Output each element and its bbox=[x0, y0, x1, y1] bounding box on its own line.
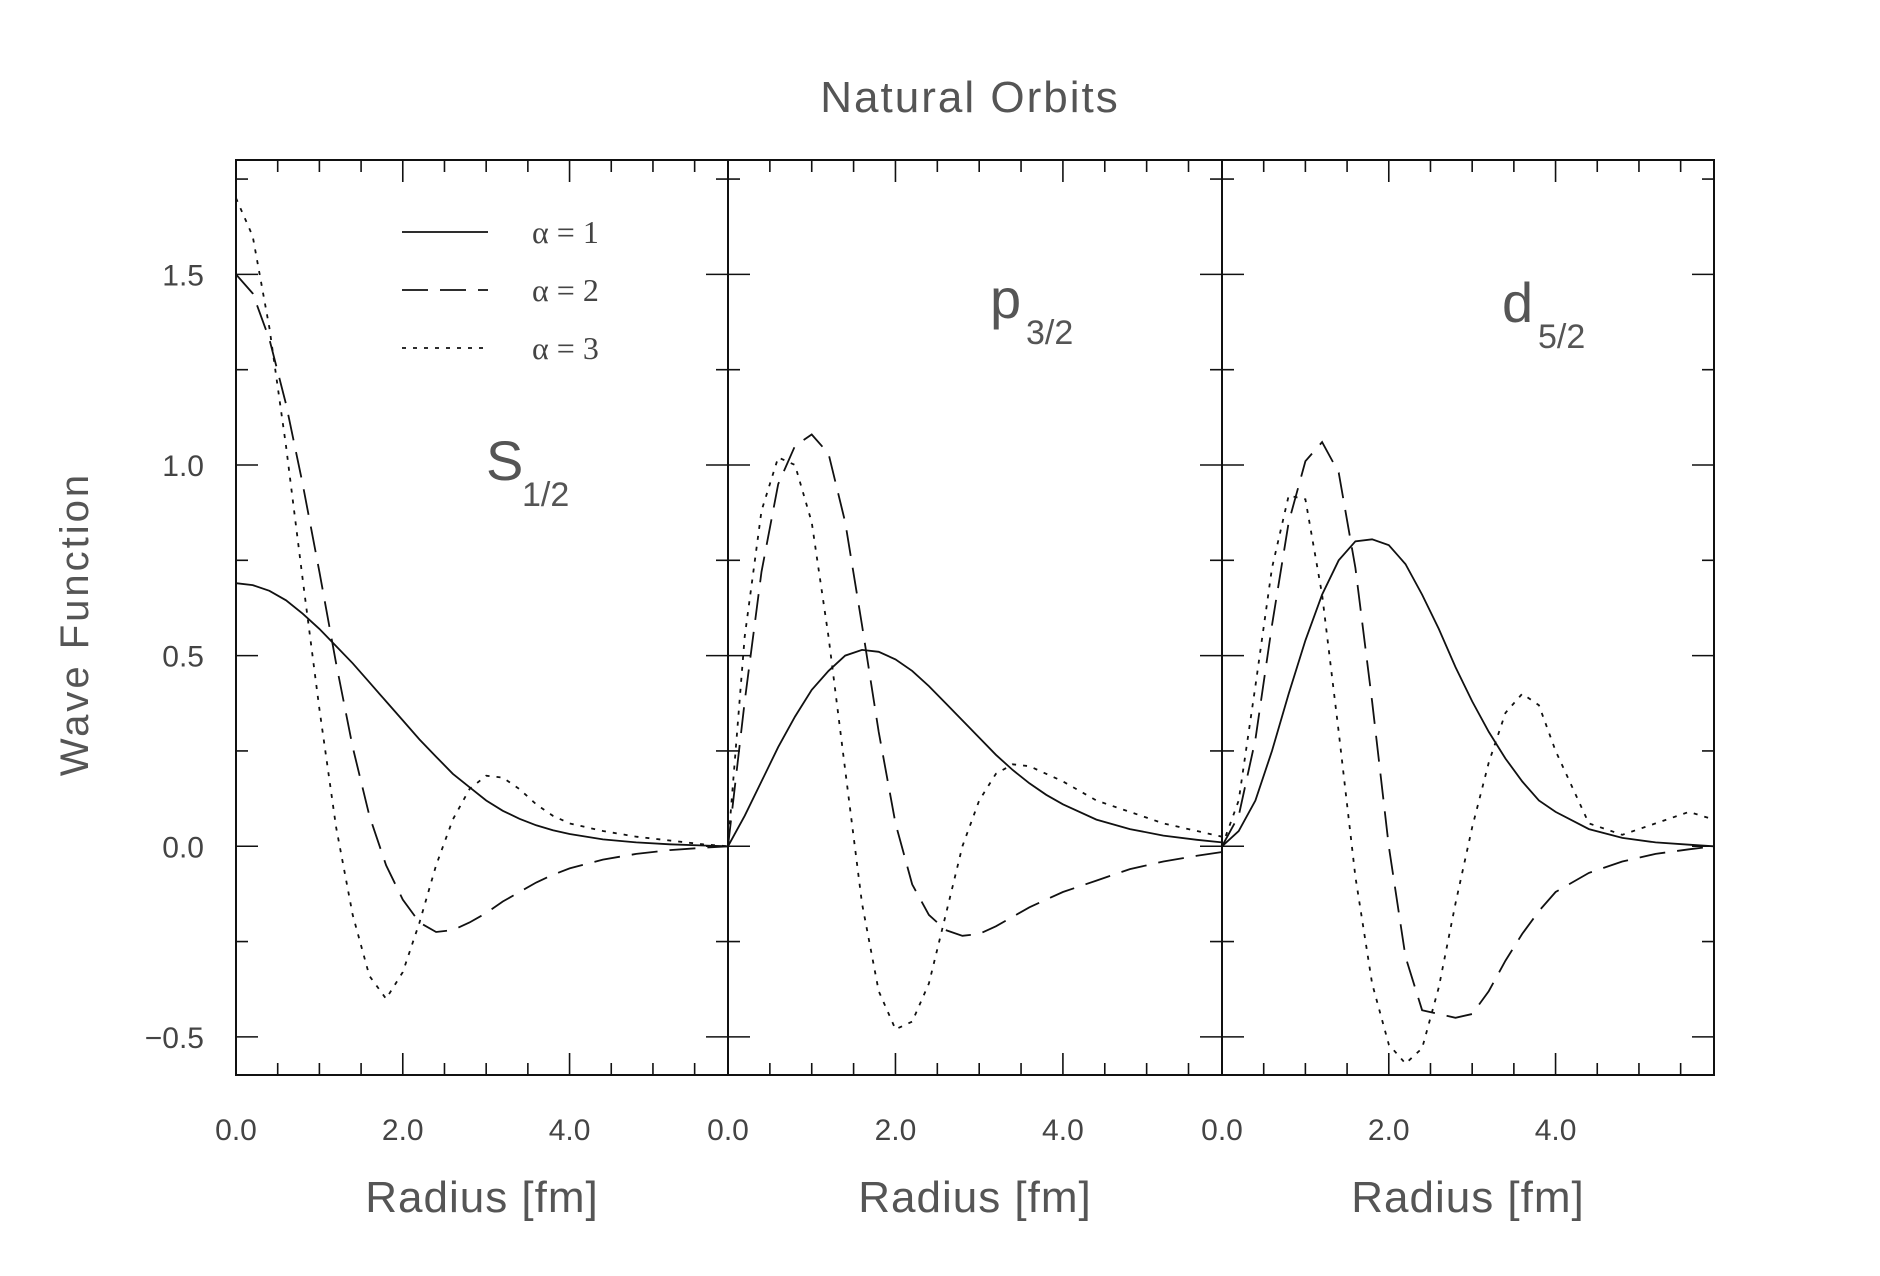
series-line-dotted bbox=[236, 197, 728, 1001]
y-tick-label: 1.0 bbox=[162, 450, 204, 483]
x-tick-label: 4.0 bbox=[1042, 1114, 1084, 1147]
x-tick-label: 2.0 bbox=[1368, 1114, 1410, 1147]
panel-frame bbox=[235, 159, 729, 1076]
series-line-solid bbox=[236, 582, 728, 848]
series-line-solid bbox=[1222, 538, 1714, 848]
plot-layer: 0.0 2.0 4.0 Radius [fm] 0.0 2.0 4.0 Radius [fm]… bbox=[145, 159, 1715, 1222]
series-line-dashed bbox=[728, 433, 1222, 937]
x-tick-label: 2.0 bbox=[382, 1114, 424, 1147]
y-tick-label: −0.5 bbox=[145, 1022, 204, 1055]
panel-label-main: d bbox=[1502, 271, 1533, 334]
x-tick-label: 0.0 bbox=[707, 1114, 749, 1147]
panel-3: 0.0 2.0 4.0 Radius [fm] bbox=[1201, 159, 1715, 1222]
series-line-solid bbox=[728, 648, 1222, 847]
panel-label-main: p bbox=[990, 267, 1021, 330]
series-line-dotted bbox=[728, 456, 1222, 1031]
y-tick-label: 0.0 bbox=[162, 831, 204, 864]
legend-label: α = 1 bbox=[532, 214, 599, 250]
series-line-dashed bbox=[1222, 440, 1714, 1019]
panel-label-sub: 3/2 bbox=[1026, 314, 1073, 352]
panel-label-main: S bbox=[486, 429, 523, 492]
legend-label: α = 2 bbox=[532, 272, 599, 308]
x-axis-label: Radius [fm] bbox=[1351, 1173, 1585, 1222]
panel-label-sub: 5/2 bbox=[1538, 318, 1585, 356]
series-line-dashed bbox=[236, 273, 728, 933]
y-axis-label: Wave Function bbox=[53, 472, 97, 776]
x-tick-label: 0.0 bbox=[215, 1114, 257, 1147]
x-axis-label: Radius [fm] bbox=[365, 1173, 599, 1222]
panel-1: 0.0 2.0 4.0 Radius [fm] bbox=[215, 159, 729, 1222]
panel-frame bbox=[727, 159, 1223, 1076]
legend-label: α = 3 bbox=[532, 330, 599, 366]
series-line-dotted bbox=[1222, 494, 1714, 1065]
x-tick-label: 2.0 bbox=[875, 1114, 917, 1147]
x-axis-label: Radius [fm] bbox=[858, 1173, 1092, 1222]
panel-2: 0.0 2.0 4.0 Radius [fm] bbox=[707, 159, 1223, 1222]
panel-label-sub: 1/2 bbox=[522, 476, 569, 514]
y-tick-label: 0.5 bbox=[162, 641, 204, 674]
x-tick-label: 4.0 bbox=[549, 1114, 591, 1147]
x-tick-label: 0.0 bbox=[1201, 1114, 1243, 1147]
chart-title: Natural Orbits bbox=[820, 73, 1119, 122]
x-tick-label: 4.0 bbox=[1535, 1114, 1577, 1147]
panel-frame bbox=[1221, 159, 1715, 1076]
y-tick-label: 1.5 bbox=[162, 259, 204, 292]
